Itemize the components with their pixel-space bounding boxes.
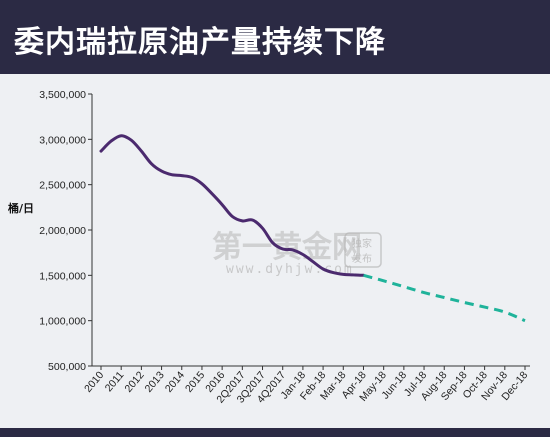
x-tick-label: 2014 [163,369,187,395]
x-tick-label: 2013 [143,369,167,395]
y-tick-label: 3,500,000 [39,89,86,101]
x-tick-label: 2012 [122,369,146,395]
x-ticks: 20102011201220132014201520162Q20173Q2017… [82,366,530,406]
watermark-badge-line2: 发布 [352,252,372,265]
x-tick-label: 2015 [183,369,207,395]
watermark: 第一黄金网 www.dyhjw.com 独家 发布 [212,230,382,277]
y-ticks: 500,000 1,000,000 1,500,000 2,000,000 2,500,… [39,89,92,373]
bottom-strip [0,428,550,437]
y-tick-label: 2,000,000 [39,225,86,237]
watermark-badge [344,232,382,268]
series-group [99,134,526,323]
chart-title: 委内瑞拉原油产量持续下降 [14,25,386,60]
x-tick-label: 2011 [103,369,127,394]
forecast-series-line [363,273,526,323]
y-tick-label: 1,500,000 [39,270,86,282]
watermark-main: 第一黄金网 [212,230,362,265]
y-tick-label: 1,000,000 [39,316,86,328]
y-tick-label: 500,000 [48,361,86,373]
y-tick-label: 3,000,000 [39,134,86,146]
title-bar: 委内瑞拉原油产量持续下降 [0,0,550,74]
y-axis-label: 桶/日 [7,201,34,215]
watermark-url: www.dyhjw.com [226,262,354,277]
watermark-badge-line1: 独家 [352,237,372,250]
y-tick-label: 2,500,000 [39,180,86,192]
actual-series-line [99,134,365,277]
